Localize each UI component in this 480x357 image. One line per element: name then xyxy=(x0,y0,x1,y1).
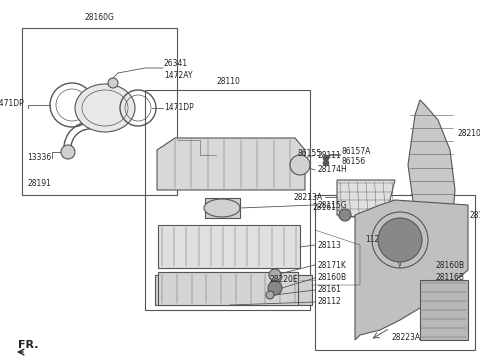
Text: 28213A: 28213A xyxy=(294,192,323,201)
Text: 28160B: 28160B xyxy=(435,261,464,270)
Text: 1471DP: 1471DP xyxy=(0,100,24,109)
Text: 1471DP: 1471DP xyxy=(164,104,194,112)
Bar xyxy=(145,90,310,310)
Text: 28210F: 28210F xyxy=(457,129,480,137)
Circle shape xyxy=(339,209,351,221)
Bar xyxy=(22,28,177,195)
Text: 28110: 28110 xyxy=(216,77,240,86)
Bar xyxy=(158,225,300,268)
Circle shape xyxy=(269,269,281,281)
Polygon shape xyxy=(157,138,305,190)
Text: 28161: 28161 xyxy=(312,203,336,212)
Text: 28220E: 28220E xyxy=(269,276,298,285)
Circle shape xyxy=(378,218,422,262)
Circle shape xyxy=(61,145,75,159)
Text: 1125AD: 1125AD xyxy=(365,236,395,245)
Text: 28160B: 28160B xyxy=(317,273,346,282)
Text: 28191: 28191 xyxy=(27,178,51,187)
Text: 13336: 13336 xyxy=(27,154,51,162)
Text: 28113: 28113 xyxy=(317,241,341,250)
Text: 28161: 28161 xyxy=(317,286,341,295)
Circle shape xyxy=(290,155,310,175)
Text: FR.: FR. xyxy=(18,340,38,350)
Bar xyxy=(315,195,475,350)
Ellipse shape xyxy=(75,84,135,132)
Polygon shape xyxy=(155,272,312,305)
Text: 86157A: 86157A xyxy=(342,146,372,156)
Text: 28174H: 28174H xyxy=(317,166,347,175)
Circle shape xyxy=(108,78,118,88)
Bar xyxy=(420,280,468,340)
Text: 86156: 86156 xyxy=(342,156,366,166)
Text: 28116B: 28116B xyxy=(435,273,464,282)
Bar xyxy=(205,198,240,218)
Circle shape xyxy=(323,155,329,161)
Circle shape xyxy=(268,281,282,295)
Polygon shape xyxy=(355,200,468,340)
Bar xyxy=(158,272,298,305)
Circle shape xyxy=(390,220,400,230)
Text: 1472AY: 1472AY xyxy=(164,70,192,80)
Text: 86155: 86155 xyxy=(298,149,322,157)
Text: 28115G: 28115G xyxy=(317,201,347,210)
Polygon shape xyxy=(337,180,395,220)
Text: 26341: 26341 xyxy=(164,59,188,67)
Text: 28171K: 28171K xyxy=(317,261,346,270)
Text: 28117F: 28117F xyxy=(470,211,480,220)
Text: 28223A: 28223A xyxy=(392,333,421,342)
Circle shape xyxy=(323,160,329,166)
Text: 28160G: 28160G xyxy=(84,13,114,22)
Text: 28111: 28111 xyxy=(317,151,341,160)
Circle shape xyxy=(266,291,274,299)
Text: 28112: 28112 xyxy=(317,297,341,307)
Polygon shape xyxy=(408,100,455,240)
Ellipse shape xyxy=(204,199,240,217)
